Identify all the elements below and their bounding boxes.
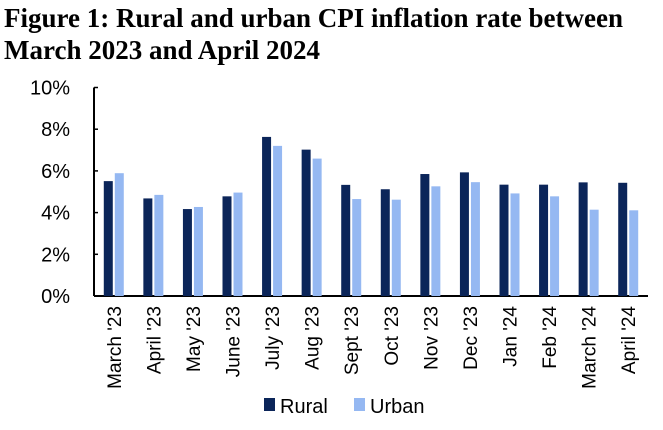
legend-label-rural: Rural (280, 396, 328, 418)
bar-urban (470, 182, 480, 296)
y-tick-label: 2% (41, 244, 70, 266)
x-tick-label: April '23 (144, 306, 165, 374)
bar-urban (154, 194, 164, 296)
bar-rural (499, 184, 509, 296)
y-tick-label: 8% (41, 119, 70, 141)
bar-urban (233, 192, 243, 296)
bar-urban (114, 173, 124, 296)
x-tick-label: June '23 (224, 306, 245, 377)
bar-rural (262, 136, 272, 296)
bar-rural (380, 189, 390, 296)
x-tick-label: Sept '23 (342, 306, 363, 375)
x-tick-label: April '24 (619, 306, 640, 374)
x-tick-label: Aug '23 (303, 306, 324, 370)
x-tick-label: Oct '23 (382, 306, 403, 366)
x-tick-label: July '23 (263, 306, 284, 370)
x-tick-label: Nov '23 (421, 306, 442, 370)
bar-urban (550, 196, 560, 296)
bar-urban (273, 145, 283, 296)
y-tick-label: 6% (41, 161, 70, 183)
chart-title: Figure 1: Rural and urban CPI inflation … (4, 3, 623, 65)
bar-rural (459, 172, 469, 296)
y-tick-label: 0% (41, 286, 70, 308)
bar-rural (578, 182, 588, 296)
x-tick-label: Feb '24 (540, 306, 561, 369)
bar-urban (352, 199, 362, 296)
y-tick-label: 10% (30, 78, 70, 100)
bar-rural (103, 181, 113, 296)
bar-urban (431, 186, 441, 296)
x-tick-label: Jan '24 (501, 306, 522, 367)
bar-urban (589, 209, 599, 296)
bar-rural (182, 209, 192, 296)
bar-urban (510, 193, 520, 296)
bar-urban (629, 210, 639, 296)
x-tick-label: March '24 (580, 306, 601, 389)
y-tick-label: 4% (41, 203, 70, 225)
bar-rural (301, 149, 311, 296)
bar-rural (618, 182, 628, 296)
bar-rural (420, 174, 430, 296)
bar-urban (312, 158, 322, 296)
bar-urban (193, 206, 203, 296)
legend-swatch-urban (354, 398, 365, 411)
bar-urban (391, 199, 401, 296)
x-tick-label: Dec '23 (461, 306, 482, 370)
bar-rural (341, 184, 351, 296)
legend-swatch-rural (264, 398, 275, 411)
x-tick-label: May '23 (184, 306, 205, 372)
bar-rural (539, 184, 549, 296)
x-tick-label: March '23 (105, 306, 126, 389)
bar-rural (143, 198, 153, 296)
bar-rural (222, 196, 232, 296)
legend-label-urban: Urban (370, 396, 424, 418)
